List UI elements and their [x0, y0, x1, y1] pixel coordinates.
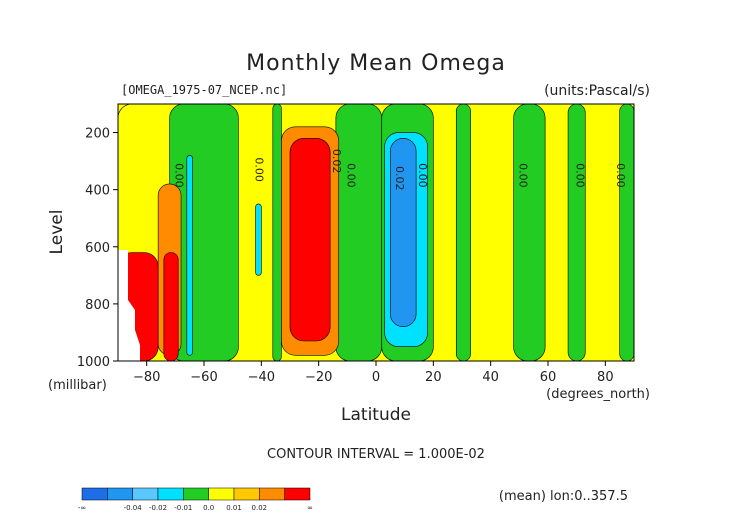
colorbar-bin-1	[107, 487, 133, 501]
x-tick-label-2: −40	[248, 370, 275, 385]
contour-label-4: 0.02	[393, 166, 406, 191]
file-name-label: [OMEGA_1975-07_NCEP.nc]	[121, 83, 287, 97]
x-tick-label-1: −60	[190, 370, 217, 385]
x-axis-label: Latitude	[341, 405, 411, 425]
x-tick-label-4: 0	[372, 370, 380, 385]
colorbar-bin-6	[233, 487, 260, 501]
contour-region-12	[390, 137, 417, 328]
no-data-patch	[118, 250, 140, 361]
y-axis-units: (millibar)	[48, 378, 107, 393]
units-label: (units:Pascal/s)	[544, 83, 650, 99]
x-axis-ticks: −80 −60 −40 −20 0 20 40 60 80	[133, 361, 614, 385]
y-tick-label-1: 400	[85, 184, 110, 199]
colorbar-label-5: 0.01	[226, 504, 242, 512]
contour-label-1: 0.00	[253, 157, 266, 182]
contour-label-0: 0.00	[172, 163, 185, 188]
contour-region-3	[335, 104, 383, 361]
contour-region-8	[619, 104, 634, 361]
colorbar-label-1: -0.04	[124, 504, 143, 512]
contour-label-8: 0.00	[614, 163, 627, 188]
y-axis-label: Level	[47, 210, 67, 255]
contour-region-5	[455, 104, 471, 361]
colorbar-bin-8	[284, 487, 311, 501]
contour-label-6: 0.00	[516, 163, 529, 188]
contour-label-3: 0.00	[344, 163, 357, 188]
contour-region-7	[567, 104, 586, 361]
x-tick-label-8: 80	[597, 370, 614, 385]
colorbar-label-0: -∞	[78, 504, 86, 512]
x-tick-label-0: −80	[133, 370, 160, 385]
contour-label-7: 0.00	[574, 163, 587, 188]
colorbar-bin-0	[81, 487, 108, 501]
contour-label-5: 0.00	[416, 163, 429, 188]
colorbar-bin-4	[183, 487, 209, 501]
mean-longitude-note: (mean) lon:0..357.5	[499, 489, 628, 504]
colorbar-bin-2	[132, 487, 159, 501]
chart-title: Monthly Mean Omega	[246, 51, 506, 76]
y-axis-ticks: 200 400 600 800 1000	[77, 127, 118, 370]
contour-region-9	[186, 155, 193, 356]
x-tick-label-3: −20	[305, 370, 332, 385]
y-tick-label-0: 200	[85, 127, 110, 142]
y-tick-label-3: 800	[85, 298, 110, 313]
x-axis-units: (degrees_north)	[546, 387, 650, 402]
colorbar-label-4: 0.0	[203, 504, 214, 512]
contour-labels: 0.00 0.00 0.020.00 0.02 0.00 0.00 0.00 0.00	[172, 149, 626, 191]
contour-region-10	[255, 203, 262, 276]
x-tick-label-6: 40	[482, 370, 499, 385]
x-tick-label-5: 20	[425, 370, 442, 385]
colorbar: -∞ -0.04 -0.02 -0.01 0.0 0.01 0.02 ∞	[78, 487, 313, 512]
contour-region-16	[163, 252, 179, 361]
colorbar-bin-7	[259, 487, 285, 501]
filled-contour-regions	[118, 104, 634, 361]
contour-label-2: 0.02	[330, 149, 343, 174]
contour-region-2	[272, 104, 282, 361]
y-tick-label-4: 1000	[77, 355, 110, 370]
contour-region-6	[513, 104, 546, 361]
colorbar-label-2: -0.02	[149, 504, 167, 512]
colorbar-bin-5	[208, 487, 235, 501]
colorbar-bin-3	[157, 487, 184, 501]
contour-region-14	[289, 137, 331, 342]
x-tick-label-7: 60	[540, 370, 557, 385]
colorbar-label-7: ∞	[307, 504, 313, 512]
contour-interval-text: CONTOUR INTERVAL = 1.000E-02	[267, 447, 485, 462]
colorbar-label-6: 0.02	[252, 504, 268, 512]
colorbar-label-3: -0.01	[174, 504, 192, 512]
y-tick-label-2: 600	[85, 241, 110, 256]
